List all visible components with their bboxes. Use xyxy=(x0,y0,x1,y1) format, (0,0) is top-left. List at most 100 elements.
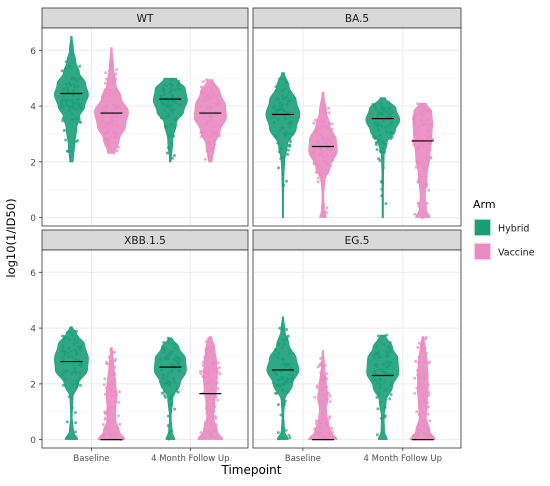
data-point xyxy=(415,387,418,390)
data-point xyxy=(282,397,285,400)
data-point xyxy=(322,407,325,410)
data-point xyxy=(118,390,121,393)
data-point xyxy=(379,102,382,105)
data-point xyxy=(322,204,325,207)
data-point xyxy=(385,110,388,113)
data-point xyxy=(206,418,209,421)
data-point xyxy=(78,117,81,120)
data-point xyxy=(171,370,174,373)
data-point xyxy=(78,78,81,81)
data-point xyxy=(378,340,381,343)
data-point xyxy=(277,351,280,354)
data-point xyxy=(325,147,328,150)
data-point xyxy=(203,356,206,359)
data-point xyxy=(101,108,104,111)
x-tick-label: 4 Month Follow Up xyxy=(364,454,442,464)
data-point xyxy=(429,157,432,160)
data-point xyxy=(427,413,430,416)
data-point xyxy=(107,363,110,366)
data-point xyxy=(327,392,330,395)
data-point xyxy=(171,394,174,397)
data-point xyxy=(200,86,203,89)
data-point xyxy=(110,136,113,139)
data-point xyxy=(70,112,73,115)
data-point xyxy=(385,350,388,353)
data-point xyxy=(322,138,325,141)
data-point xyxy=(200,431,203,434)
data-point xyxy=(206,356,209,359)
data-point xyxy=(162,341,165,344)
data-point xyxy=(390,384,393,387)
data-point xyxy=(172,378,175,381)
data-point xyxy=(166,106,169,109)
data-point xyxy=(210,133,213,136)
data-point xyxy=(202,364,205,367)
data-point xyxy=(117,146,120,149)
y-tick-label: 6 xyxy=(30,269,36,279)
data-point xyxy=(203,136,206,139)
data-point xyxy=(203,436,206,439)
data-point xyxy=(413,392,416,395)
data-point xyxy=(117,401,120,404)
data-point xyxy=(322,188,325,191)
data-point xyxy=(274,111,277,114)
data-point xyxy=(78,377,81,380)
data-point xyxy=(74,430,77,433)
facet-strip-label: EG.5 xyxy=(345,235,370,247)
data-point xyxy=(379,383,382,386)
data-point xyxy=(320,120,323,123)
data-point xyxy=(329,142,332,145)
data-point xyxy=(60,362,63,365)
data-point xyxy=(322,436,325,439)
data-point xyxy=(104,412,107,415)
data-point xyxy=(211,387,214,390)
data-point xyxy=(163,110,166,113)
data-point xyxy=(428,391,431,394)
data-point xyxy=(206,95,209,98)
data-point xyxy=(205,350,208,353)
data-point xyxy=(171,84,174,87)
data-point xyxy=(115,68,118,71)
data-point xyxy=(324,210,327,213)
data-point xyxy=(331,136,334,139)
data-point xyxy=(74,358,77,361)
data-point xyxy=(431,138,434,141)
data-point xyxy=(426,202,429,205)
data-point xyxy=(389,361,392,364)
data-point xyxy=(421,216,424,219)
data-point xyxy=(163,394,166,397)
data-point xyxy=(375,364,378,367)
data-point xyxy=(285,328,288,331)
data-point xyxy=(69,331,72,334)
x-axis-title: Timepoint xyxy=(221,463,282,477)
data-point xyxy=(70,372,73,375)
data-point xyxy=(418,175,421,178)
data-point xyxy=(105,78,108,81)
data-point xyxy=(277,431,280,434)
data-point xyxy=(274,85,277,88)
legend-label: Hybrid xyxy=(498,224,529,235)
data-point xyxy=(282,420,285,423)
data-point xyxy=(282,383,285,386)
data-point xyxy=(177,84,180,87)
data-point xyxy=(319,426,322,429)
data-point xyxy=(65,83,68,86)
data-point xyxy=(104,94,107,97)
legend-label: Vaccine xyxy=(498,248,535,259)
data-point xyxy=(321,365,324,368)
data-point xyxy=(67,352,70,355)
data-point xyxy=(382,166,385,169)
data-point xyxy=(61,356,64,359)
data-point xyxy=(284,118,287,121)
data-point xyxy=(285,103,288,106)
data-point xyxy=(215,437,218,440)
data-point xyxy=(390,112,393,115)
data-point xyxy=(207,373,210,376)
data-point xyxy=(418,385,421,388)
data-point xyxy=(217,361,220,364)
data-point xyxy=(278,384,281,387)
data-point xyxy=(416,369,419,372)
data-point xyxy=(288,352,291,355)
data-point xyxy=(289,348,292,351)
data-point xyxy=(319,174,322,177)
